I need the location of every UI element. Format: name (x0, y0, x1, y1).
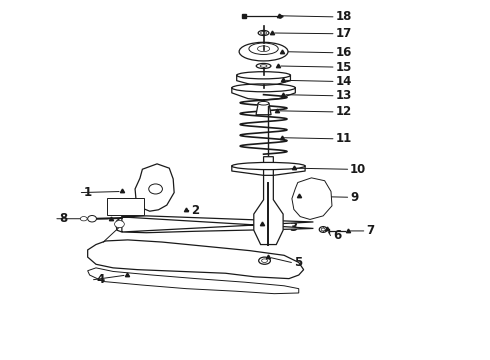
Polygon shape (135, 164, 174, 211)
Polygon shape (256, 103, 271, 115)
Text: 6: 6 (333, 229, 341, 242)
Text: 8: 8 (59, 212, 68, 225)
Text: 14: 14 (335, 75, 352, 88)
Text: 17: 17 (335, 27, 352, 40)
Text: 5: 5 (294, 256, 302, 269)
Ellipse shape (237, 72, 291, 79)
Ellipse shape (149, 184, 162, 194)
Text: 13: 13 (335, 89, 352, 102)
Text: 12: 12 (335, 105, 352, 118)
Polygon shape (254, 157, 283, 244)
Ellipse shape (260, 65, 267, 67)
Ellipse shape (232, 84, 295, 92)
Polygon shape (88, 240, 304, 279)
Ellipse shape (115, 221, 124, 228)
Ellipse shape (319, 226, 327, 232)
Ellipse shape (88, 216, 97, 222)
Ellipse shape (232, 162, 305, 170)
Ellipse shape (249, 43, 278, 54)
Ellipse shape (257, 46, 270, 51)
Text: 1: 1 (84, 186, 92, 199)
Polygon shape (116, 216, 314, 233)
Text: 7: 7 (366, 224, 374, 238)
Text: 3: 3 (289, 221, 297, 234)
Ellipse shape (239, 42, 288, 61)
Text: 16: 16 (335, 46, 352, 59)
Ellipse shape (261, 32, 267, 35)
Ellipse shape (80, 217, 87, 221)
Text: 9: 9 (350, 191, 358, 204)
Text: 10: 10 (350, 163, 367, 176)
Bar (107, 198, 144, 215)
Text: 2: 2 (191, 204, 199, 217)
Ellipse shape (262, 259, 268, 262)
Ellipse shape (258, 102, 269, 105)
Polygon shape (88, 268, 299, 294)
Ellipse shape (259, 257, 270, 264)
Text: 4: 4 (96, 273, 104, 286)
Text: 18: 18 (335, 10, 352, 23)
Ellipse shape (256, 63, 271, 68)
Text: 11: 11 (335, 132, 352, 145)
Polygon shape (292, 178, 332, 220)
Text: 15: 15 (335, 60, 352, 73)
Ellipse shape (258, 31, 269, 36)
Ellipse shape (321, 228, 325, 231)
